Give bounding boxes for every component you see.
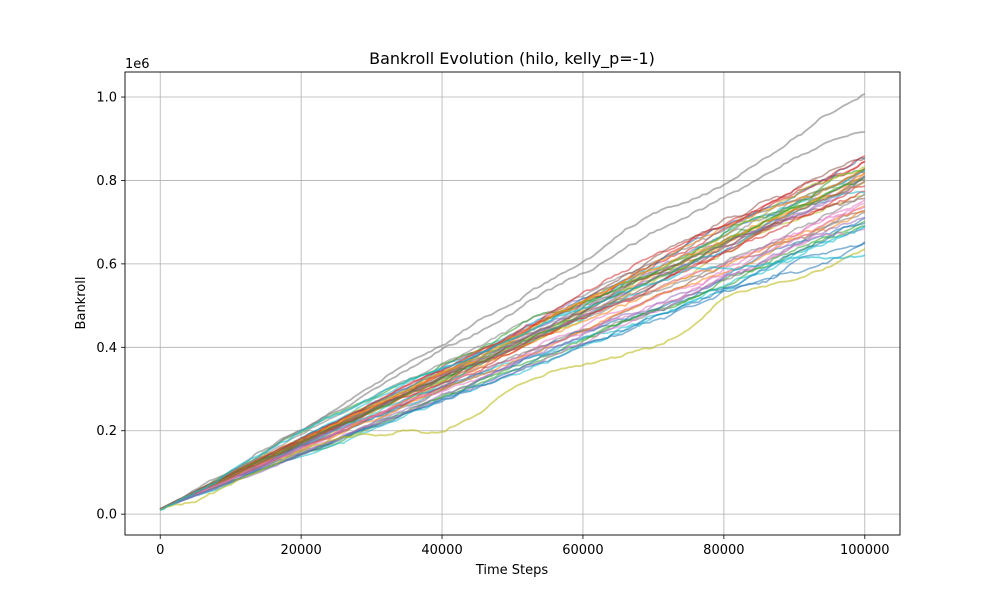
x-tick-label: 60000 [562,543,603,558]
x-axis-label: Time Steps [475,563,549,578]
y-tick-label: 0.8 [96,174,117,189]
series-line [159,185,865,510]
y-tick-label: 1.0 [96,91,117,106]
y-multiplier-label: 1e6 [125,57,150,72]
series-line [159,210,865,510]
series-group [159,93,866,511]
series-line [159,155,866,510]
series-line [159,177,866,510]
series-line [159,216,866,510]
series-line [159,241,866,510]
ticks: 0 20000 40000 60000 80000 100000 0.0 0.2 0.4 0.6 0… [96,91,889,558]
series-line-low-cyan [159,254,866,511]
x-tick-label: 40000 [421,543,462,558]
x-tick-label: 20000 [280,543,321,558]
series-line-low-olive [159,248,866,511]
y-tick-label: 0.4 [96,341,117,356]
y-tick-label: 0.0 [96,508,117,523]
y-tick-label: 0.2 [96,424,117,439]
x-tick-label: 0 [156,543,164,558]
y-axis-label: Bankroll [74,277,89,330]
x-tick-label: 80000 [703,543,744,558]
series-line [159,180,866,510]
y-tick-label: 0.6 [96,257,117,272]
plot-frame [124,71,901,536]
x-tick-label: 100000 [840,543,890,558]
chart-title: Bankroll Evolution (hilo, kelly_p=-1) [369,49,655,69]
axes [124,71,901,536]
series-line-top-gray [159,93,866,511]
